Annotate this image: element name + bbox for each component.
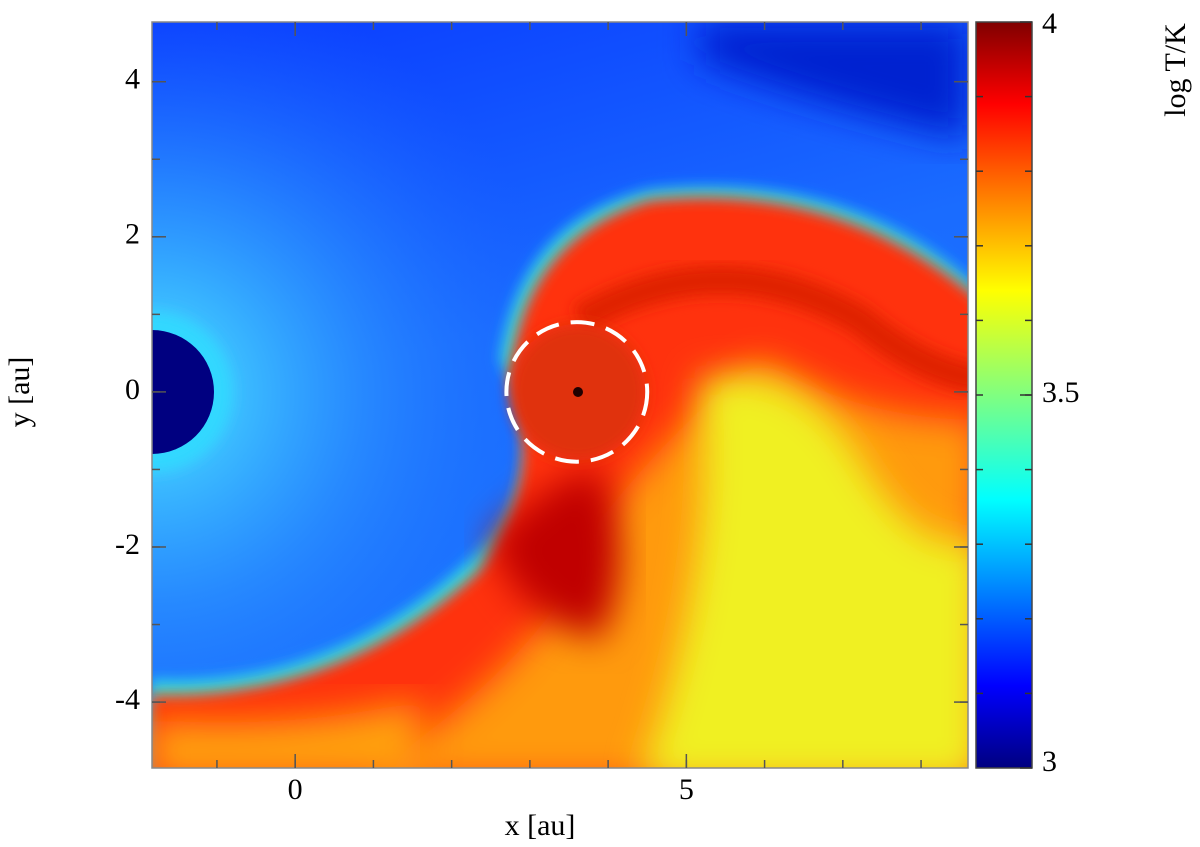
x-tick-label: 0 [288, 773, 303, 806]
y-tick-label: 2 [125, 218, 140, 251]
colorbar-label: log T/K [1159, 23, 1192, 117]
colorbar-tick-label: 3 [1042, 745, 1057, 778]
colorbar-tick-label: 4 [1042, 7, 1057, 40]
y-tick-label: -4 [115, 683, 140, 716]
colorbar-tick-label: 3.5 [1042, 376, 1080, 409]
y-axis-label: y [au] [3, 357, 36, 428]
hill-sphere-circle [504, 320, 650, 464]
plot-frame [151, 21, 969, 769]
y-tick-label: -2 [115, 528, 140, 561]
y-tick-label: 4 [125, 63, 140, 96]
y-tick-label: 0 [125, 373, 140, 406]
x-tick-label: 5 [679, 773, 694, 806]
temperature-field [152, 22, 968, 768]
x-axis-label: x [au] [505, 809, 576, 842]
